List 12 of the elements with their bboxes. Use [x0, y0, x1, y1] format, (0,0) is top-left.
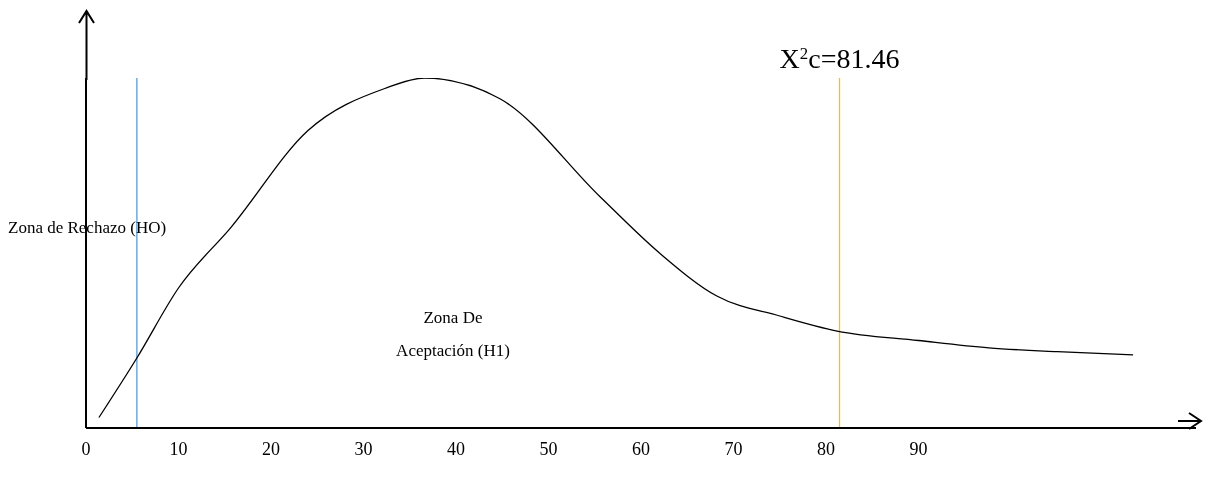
x-tick-label: 90: [909, 438, 928, 459]
x-tick-label: 0: [81, 438, 91, 459]
x-tick-label: 30: [354, 438, 373, 459]
x-tick-label: 20: [262, 438, 280, 459]
x-tick-label: 50: [539, 438, 558, 459]
x-tick-label: 10: [169, 438, 188, 459]
annotation: Zona De Aceptación (H1): [395, 307, 511, 362]
x-tick-label: 70: [724, 438, 743, 459]
x-tick-label: 40: [447, 438, 465, 459]
ref-line-label: X$^{2}$c=81.46: [779, 43, 900, 74]
x-tick-label: 80: [817, 438, 835, 459]
x-tick-label: 60: [632, 438, 650, 459]
